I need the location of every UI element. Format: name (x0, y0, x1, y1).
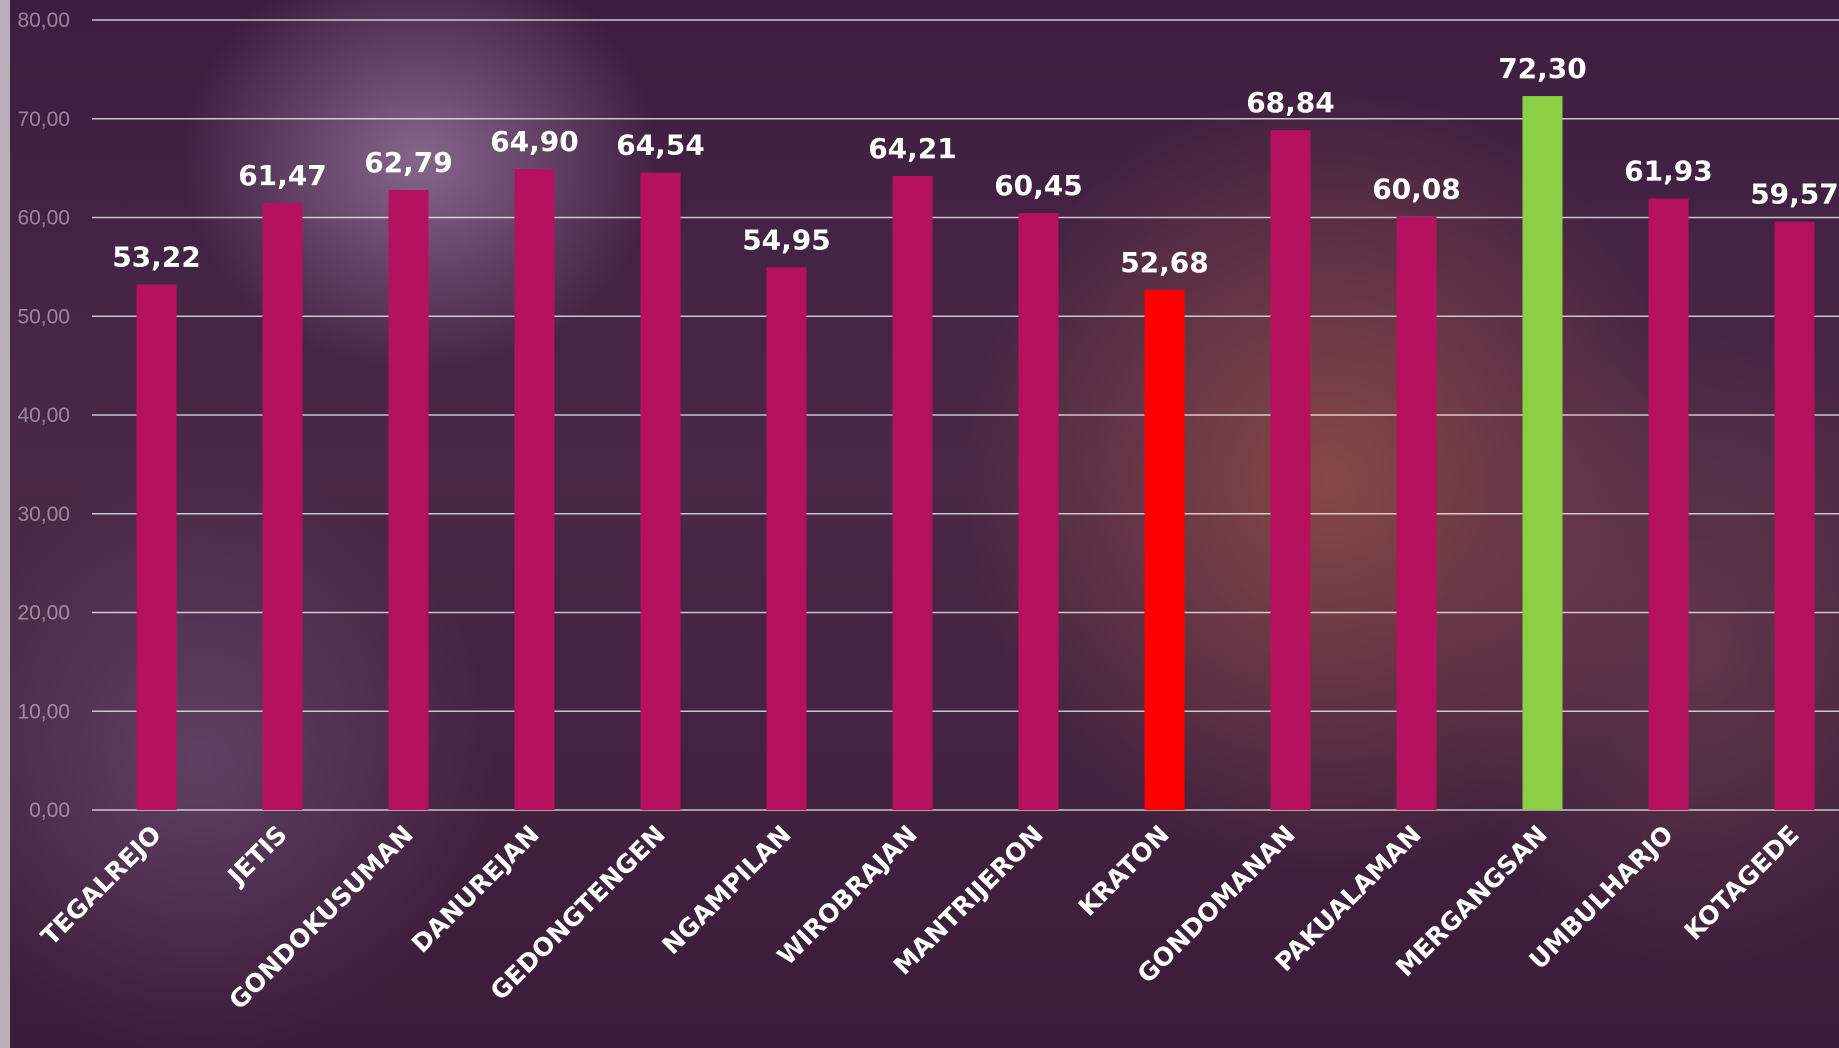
bar (1396, 216, 1437, 810)
bar (1774, 221, 1815, 811)
data-label: 68,84 (1246, 86, 1335, 119)
bar (388, 189, 429, 811)
data-label: 54,95 (742, 223, 831, 256)
data-label: 72,30 (1498, 52, 1587, 85)
data-label: 60,45 (994, 169, 1083, 202)
data-label: 61,47 (238, 159, 327, 192)
x-tick-label: JETIS (221, 820, 293, 892)
bar (892, 175, 933, 810)
y-tick-label: 20,00 (17, 602, 70, 625)
data-label: 64,54 (616, 129, 705, 162)
data-label: 64,90 (490, 125, 579, 158)
y-tick-label: 0,00 (29, 799, 70, 822)
x-tick-label: NGAMPILAN (656, 820, 796, 960)
data-label: 62,79 (364, 146, 453, 179)
data-label: 53,22 (112, 240, 201, 273)
bar (1144, 289, 1185, 810)
y-tick-label: 70,00 (17, 108, 70, 131)
left-edge-strip (0, 0, 10, 1048)
y-tick-label: 60,00 (17, 207, 70, 230)
x-tick-label: KRATON (1073, 820, 1175, 922)
bar (1522, 96, 1563, 811)
bar (1018, 213, 1059, 810)
bar (766, 267, 807, 810)
bar (640, 172, 681, 811)
bar (1270, 130, 1311, 810)
y-tick-label: 10,00 (17, 700, 70, 723)
y-tick-label: 40,00 (17, 404, 70, 427)
data-label: 59,57 (1750, 178, 1839, 211)
data-label: 60,08 (1372, 173, 1461, 206)
data-label: 52,68 (1120, 246, 1209, 279)
bar (136, 284, 177, 810)
bar (514, 169, 555, 811)
data-label: 64,21 (868, 132, 957, 165)
data-label: 61,93 (1624, 154, 1713, 187)
x-tick-label: DANUREJAN (406, 820, 545, 959)
x-tick-label: KOTAGEDE (1679, 820, 1805, 946)
bar (1648, 198, 1689, 810)
y-tick-label: 30,00 (17, 503, 70, 526)
y-tick-label: 80,00 (17, 9, 70, 32)
bar (262, 202, 303, 810)
y-tick-label: 50,00 (17, 305, 70, 328)
x-tick-label: TEGALREJO (35, 820, 166, 951)
